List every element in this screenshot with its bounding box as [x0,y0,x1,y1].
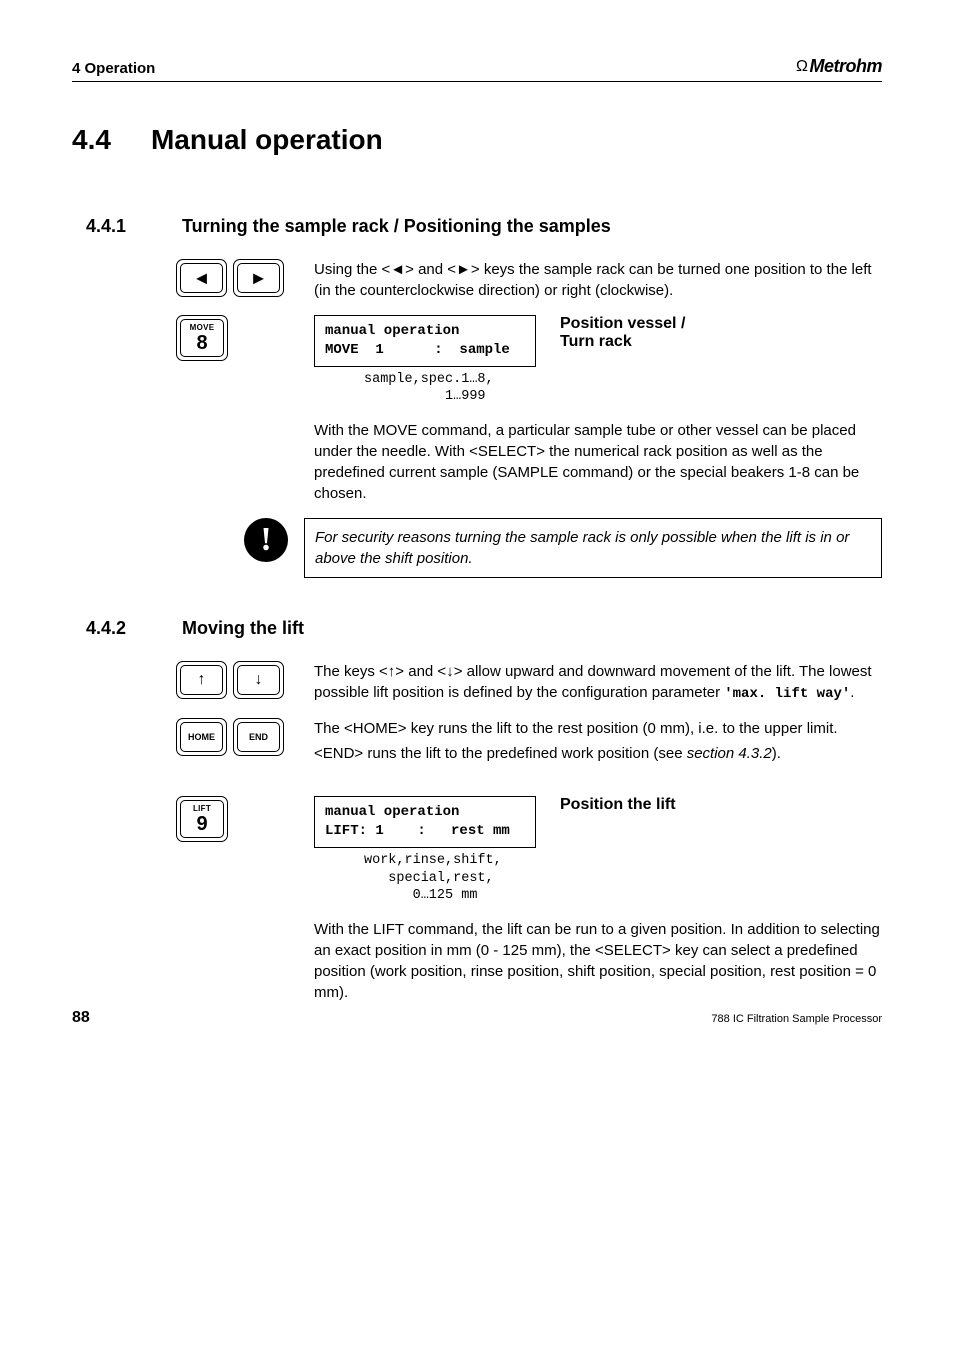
arrow-left-icon: ◄ [193,269,211,287]
txt: The keys < [314,663,388,680]
brand-logo: ΩMetrohm [796,56,882,77]
heading-441-title: Turning the sample rack / Positioning th… [182,216,611,237]
keycap-move-num: 8 [196,333,207,353]
mono-param: 'max. lift way' [724,686,850,702]
heading-442-title: Moving the lift [182,618,304,639]
txt: <END> runs the lift to the predefined wo… [314,745,687,762]
heading-441-number: 4.4.1 [86,216,142,237]
lift-display-col: manual operation LIFT: 1 : rest mm work,… [314,796,882,904]
page-header: 4 Operation ΩMetrohm [72,56,882,82]
label-line1: Position vessel / [560,315,685,333]
disp-line2: LIFT: 1 : rest mm [325,823,510,839]
keycap-group-lr: ◄ ► [176,259,284,297]
footer-text: 788 IC Filtration Sample Processor [711,1013,882,1025]
keycap-group-ud: ↑ ↓ [176,661,284,699]
heading-442: 4.4.2 Moving the lift [86,618,882,639]
para-441-1: Using the <◄> and <►> keys the sample ra… [314,259,882,301]
display-move: manual operation MOVE 1 : sample [314,315,536,367]
txt: . [850,684,854,701]
heading-442-number: 4.4.2 [86,618,142,639]
para-442-2: The <HOME> key runs the lift to the rest… [314,718,882,739]
para-442-1: The keys <↑> and <↓> allow upward and do… [314,661,882,705]
para-442-4: With the LIFT command, the lift can be r… [314,919,882,1003]
keycap-lift-num: 9 [196,814,207,834]
row-arrow-keys: ◄ ► Using the <◄> and <►> keys the sampl… [176,259,882,301]
disp-line1: manual operation [325,804,459,820]
heading-1-number: 4.4 [72,124,111,156]
ref-italic: section 4.3.2 [687,745,772,762]
arrow-right-icon: ► [250,269,268,287]
keycap-home: HOME [176,718,227,756]
label-line2: Turn rack [560,333,685,351]
display-lift: manual operation LIFT: 1 : rest mm [314,796,536,848]
warning-text: For security reasons turning the sample … [304,518,882,578]
keycap-lift: LIFT 9 [176,796,284,842]
header-section-label: 4 Operation [72,60,155,77]
display-move-sub: sample,spec.1…8, 1…999 [364,371,536,406]
keycap-end: END [233,718,284,756]
para-442-2and3: The <HOME> key runs the lift to the rest… [314,718,882,764]
display-lift-sub: work,rinse,shift, special,rest, 0…125 mm [364,852,536,905]
para-442-3: <END> runs the lift to the predefined wo… [314,743,882,764]
keycap-move-label: MOVE [190,324,215,332]
keycap-move-8: MOVE 8 [176,315,228,361]
heading-1-title: Manual operation [151,124,383,156]
keycap-right: ► [233,259,284,297]
row-move-display: MOVE 8 manual operation MOVE 1 : sample … [176,315,882,406]
keycap-up: ↑ [176,661,227,699]
arrow-down-inline-icon: ↓ [446,663,454,680]
move-display-col: manual operation MOVE 1 : sample sample,… [314,315,882,406]
keycap-move: MOVE 8 [176,315,284,361]
row-lift-display: LIFT 9 manual operation LIFT: 1 : rest m… [176,796,882,904]
keycap-lift-label: LIFT [193,805,211,813]
keycap-home-label: HOME [188,733,215,742]
arrow-left-inline-icon: ◄ [390,261,405,278]
arrow-up-icon: ↑ [198,672,206,688]
page-number: 88 [72,1009,90,1027]
keycap-down: ↓ [233,661,284,699]
move-display-label: Position vessel / Turn rack [560,315,685,351]
keycap-lift-9: LIFT 9 [176,796,228,842]
keycap-group-home-end: HOME END [176,718,284,756]
omega-icon: Ω [796,58,807,76]
arrow-down-icon: ↓ [255,672,263,688]
disp-line2: MOVE 1 : sample [325,342,510,358]
txt: > and < [395,663,446,680]
warning-row: ! For security reasons turning the sampl… [244,518,882,578]
txt: ). [772,745,781,762]
brand-text: Metrohm [810,56,883,77]
arrow-right-inline-icon: ► [456,261,471,278]
heading-441: 4.4.1 Turning the sample rack / Position… [86,216,882,237]
txt: > and < [405,261,456,278]
disp-line1: manual operation [325,323,459,339]
warning-icon: ! [244,518,288,562]
keycap-left: ◄ [176,259,227,297]
page-footer: 88 788 IC Filtration Sample Processor [72,1009,882,1027]
row-updown-keys: ↑ ↓ The keys <↑> and <↓> allow upward an… [176,661,882,705]
move-display-group: manual operation MOVE 1 : sample sample,… [314,315,536,406]
txt: Using the < [314,261,390,278]
row-home-end: HOME END The <HOME> key runs the lift to… [176,718,882,764]
keycap-end-label: END [249,733,268,742]
lift-display-group: manual operation LIFT: 1 : rest mm work,… [314,796,536,904]
lift-display-label: Position the lift [560,796,676,814]
para-441-2: With the MOVE command, a particular samp… [314,420,882,504]
heading-1: 4.4 Manual operation [72,124,882,156]
